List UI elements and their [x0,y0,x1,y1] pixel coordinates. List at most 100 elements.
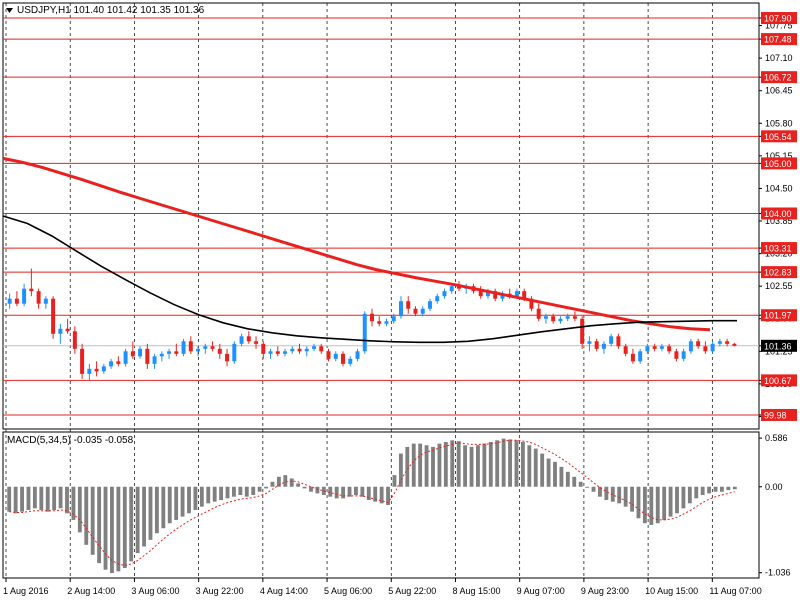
candle-body [543,316,548,319]
time-label: 3 Aug 22:00 [196,586,244,596]
macd-bar [463,445,468,487]
level-label: 104.00 [764,209,792,219]
candle-body [72,331,77,349]
macd-bar [341,486,346,499]
macd-bar [476,445,480,487]
candle-body [717,341,722,344]
candle-body [355,351,360,359]
candle-body [239,336,244,344]
candle-body [123,351,128,364]
level-label-box [761,309,797,322]
macd-bar [270,481,275,487]
symbol-header[interactable]: USDJPY,H1 101.40 101.42 101.35 101.36 [6,5,205,16]
candle-body [297,348,302,352]
candle-body [398,301,403,317]
level-label: 107.48 [764,35,792,45]
macd-bar [84,486,89,545]
candle-body [703,346,708,352]
macd-bar [617,486,622,504]
macd-bar [386,486,390,505]
level-label-box [761,408,797,421]
candle-body [420,308,425,314]
candle-body [51,298,56,334]
candle-body [609,336,614,344]
time-label: 9 Aug 23:00 [581,586,629,596]
macd-bar [103,486,108,570]
level-label: 105.54 [764,132,792,142]
candle-body [290,348,295,352]
candle-body [181,341,186,354]
macd-bar [257,486,262,492]
candle-body [268,351,273,354]
macd-bar [148,486,153,540]
macd-bar [392,475,397,487]
macd-bar [591,486,596,492]
macd-bar [437,443,442,487]
candle-body [159,353,164,357]
macd-signal-line [9,439,735,567]
time-label: 2 Aug 14:00 [67,586,115,596]
candle-body [326,351,331,359]
candle-body [94,368,99,372]
macd-bar [122,486,127,569]
macd-bar [347,486,352,497]
macd-bar [360,486,365,497]
macd-bar [167,486,172,524]
price-tick-label: 105.80 [765,118,793,128]
macd-bar [694,486,699,499]
macd-bar [315,486,320,494]
macd-bar [366,486,371,501]
macd-bar [726,486,731,491]
macd-bar [456,441,461,487]
macd-bar [687,486,692,504]
candle-body [565,316,570,319]
candle-body [442,291,447,297]
macd-bar [668,486,673,517]
macd-bar [398,453,403,487]
macd-bar [251,486,256,496]
macd-bar [373,486,378,502]
macd-bar [13,486,18,514]
macd-bar [508,439,512,487]
candle-body [384,321,389,324]
dropdown-triangle-icon[interactable] [6,8,13,13]
candles [7,268,737,381]
macd-bar [219,486,224,501]
macd-bar [610,486,615,502]
level-label: 102.83 [764,268,792,278]
macd-bar [206,486,211,504]
candle-body [225,353,230,362]
candle-body [261,343,266,354]
macd-bar [732,486,737,490]
candle-body [14,298,19,304]
macd-bar [501,438,506,487]
level-label: 107.90 [764,14,792,24]
macd-bar [232,486,236,497]
candle-body [80,348,85,374]
candle-body [688,341,693,352]
time-label: 5 Aug 06:00 [324,586,372,596]
macd-bar [212,486,217,502]
price-tick-label: 103.85 [765,216,793,226]
candle-body [362,313,367,352]
candle-body [203,346,208,349]
candle-body [514,291,519,297]
price-tick-label: 107.75 [765,21,793,31]
candle-body [710,343,715,352]
macd-bar [450,440,455,487]
candle-body [22,288,27,304]
candle-body [283,351,288,354]
candle-body [341,353,346,364]
candle-body [536,308,541,319]
macd-bar [565,471,570,487]
macd-bar [405,446,410,487]
macd-bar [264,486,268,489]
macd-bar [636,486,641,519]
macd-bar [142,486,146,547]
candle-body [732,343,737,346]
time-label: 10 Aug 15:00 [645,586,698,596]
candle-body [130,351,135,357]
candle-body [406,301,411,309]
level-price-labels: 107.90107.48106.72105.54105.00104.00103.… [761,12,797,421]
